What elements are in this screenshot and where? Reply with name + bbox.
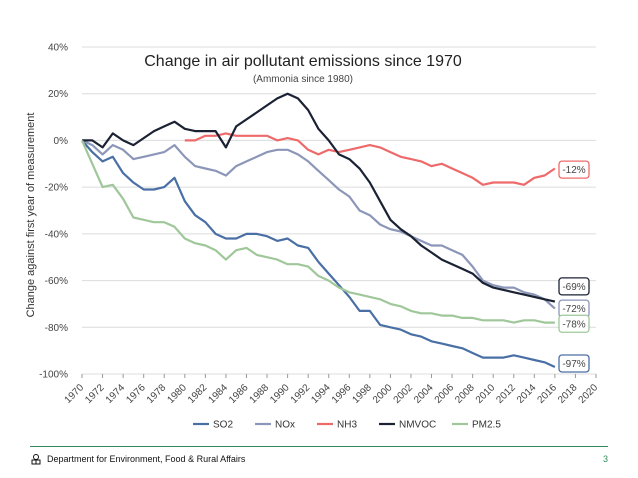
series-lines — [80, 92, 556, 369]
series-line-pm25 — [80, 139, 555, 324]
x-tick-label: 2018 — [556, 382, 580, 406]
x-tick-label: 1994 — [309, 382, 333, 406]
x-tick-label: 1992 — [289, 382, 313, 406]
line-chart: 40%20%0%-20%-40%-60%-80%-100%19701972197… — [25, 43, 600, 431]
end-label-text: -12% — [562, 165, 585, 176]
end-labels: -97% -72% -12% -69% -78% — [558, 160, 590, 373]
end-label-text: -97% — [562, 359, 585, 370]
end-label-pm25: -78% — [558, 314, 590, 333]
series-line-nmvoc — [82, 92, 556, 303]
end-label-nox: -72% — [558, 299, 590, 318]
chart-subtitle: (Ammonia since 1980) — [253, 74, 353, 85]
end-label-box — [558, 354, 590, 373]
x-tick-label: 1978 — [145, 382, 169, 406]
x-tick-label: 2012 — [494, 382, 518, 406]
y-axis-label: Change against first year of measurement — [25, 113, 37, 318]
y-tick-label: 40% — [48, 43, 68, 54]
end-label-box — [558, 277, 590, 296]
end-label-text: -72% — [562, 304, 585, 315]
end-label-text: -78% — [562, 319, 585, 330]
end-label-nh3: -12% — [558, 160, 590, 179]
x-tick-label: 1990 — [268, 382, 292, 406]
gridlines — [82, 46, 596, 375]
end-label-so2: -97% — [558, 354, 590, 373]
royal-crest-icon — [31, 454, 41, 465]
x-tick-label: 2000 — [371, 382, 395, 406]
legend-label: PM2.5 — [472, 420, 501, 431]
x-tick-label: 1976 — [124, 382, 148, 406]
y-tick-label: -20% — [45, 183, 68, 194]
y-tick-label: -80% — [45, 323, 68, 334]
x-tick-label: 1996 — [330, 382, 354, 406]
y-tick-label: 0% — [54, 136, 69, 147]
x-tick-label: 2004 — [412, 382, 436, 406]
legend-label: SO2 — [213, 420, 233, 431]
department-name: Department for Environment, Food & Rural… — [47, 454, 246, 464]
department-branding: Department for Environment, Food & Rural… — [30, 453, 245, 465]
legend: SO2 NOx NH3 NMVOC PM2.5 — [193, 420, 501, 431]
x-tick-label: 2002 — [392, 382, 416, 406]
y-tick-label: 20% — [48, 89, 68, 100]
chart-title: Change in air pollutant emissions since … — [144, 53, 462, 70]
x-tick-label: 1980 — [165, 382, 189, 406]
page-number: 3 — [602, 454, 608, 464]
y-tick-label: -40% — [45, 229, 68, 240]
x-tick-label: 1998 — [350, 382, 374, 406]
x-tick-label: 2008 — [453, 382, 477, 406]
end-label-nmvoc: -69% — [558, 277, 590, 296]
axes: 40%20%0%-20%-40%-60%-80%-100%19701972197… — [39, 43, 600, 406]
footer: Department for Environment, Food & Rural… — [30, 446, 608, 471]
y-tick-label: -100% — [39, 370, 68, 381]
x-tick-label: 2014 — [515, 382, 539, 406]
x-tick-label: 1972 — [83, 382, 107, 406]
end-label-box — [558, 160, 590, 179]
series-line-nh3 — [184, 132, 556, 186]
x-tick-label: 1986 — [227, 382, 251, 406]
series-line-nox — [81, 139, 556, 310]
y-tick-label: -60% — [45, 276, 68, 287]
x-tick-label: 2016 — [535, 382, 559, 406]
x-tick-label: 1982 — [186, 382, 210, 406]
x-tick-label: 2010 — [474, 382, 498, 406]
end-label-box — [558, 314, 590, 333]
x-tick-label: 1988 — [248, 382, 272, 406]
x-tick-label: 1970 — [63, 382, 87, 406]
x-tick-label: 2006 — [433, 382, 457, 406]
end-label-text: -69% — [562, 282, 585, 293]
legend-label: NOx — [275, 420, 295, 431]
legend-label: NMVOC — [399, 420, 436, 431]
x-tick-label: 1984 — [207, 382, 231, 406]
x-tick-label: 1974 — [104, 382, 128, 406]
series-line-so2 — [81, 139, 556, 369]
legend-label: NH3 — [337, 420, 357, 431]
x-tick-label: 2020 — [577, 382, 601, 406]
